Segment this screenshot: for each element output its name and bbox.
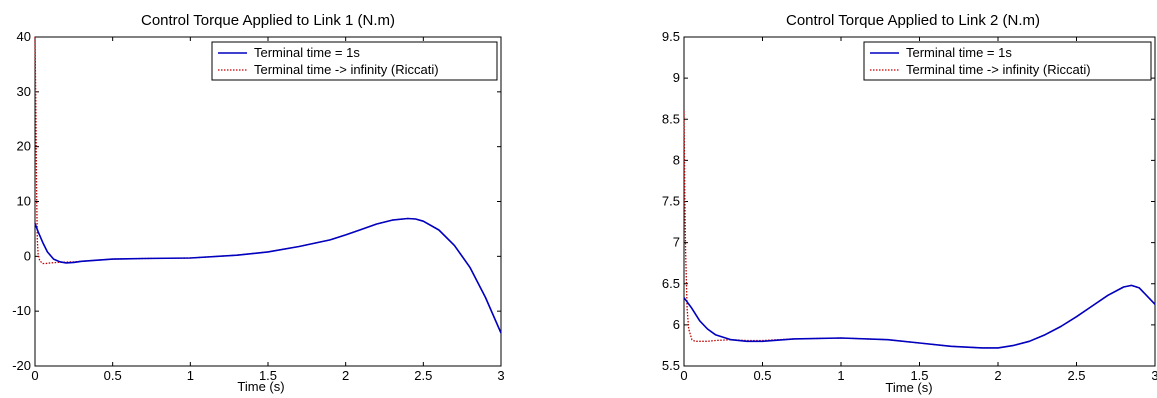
chart1-xtick-label: 0.5 (104, 368, 122, 383)
chart2-ytick-label: 8.5 (662, 111, 680, 126)
chart1-title: Control Torque Applied to Link 1 (N.m) (141, 12, 395, 29)
chart2-xlabel: Time (s) (885, 380, 932, 395)
chart1-xlabel: Time (s) (237, 379, 284, 394)
chart1-ytick-label: -10 (12, 303, 31, 318)
chart1-ytick-label: 40 (17, 29, 31, 44)
chart2-series (683, 110, 1156, 349)
chart2-ytick-label: 8 (673, 152, 680, 167)
chart2-ytick-label: 6.5 (662, 276, 680, 291)
chart2-ytick-label: 7.5 (662, 194, 680, 209)
chart2-xtick-label: 2 (994, 368, 1001, 383)
chart1-xtick-label: 1.5 (259, 368, 277, 383)
chart2-axis-ticks: 0 0.5 1 1.5 2 2.5 3 5.5 6 6.5 7 7.5 8 8.5 9 9.5 (662, 29, 1157, 383)
chart1-xtick-label: 2.5 (414, 368, 432, 383)
chart2-xtick-label: 0.5 (753, 368, 771, 383)
chart1-ytick-label: 10 (17, 194, 31, 209)
chart2-ytick-label: 9.5 (662, 29, 680, 44)
chart1-xtick-label: 0 (31, 368, 38, 383)
chart1-series-line-terminal-time-1s (34, 217, 502, 334)
chart2-series-line-terminal-time-1s (683, 284, 1156, 349)
chart1-legend-box (211, 41, 498, 81)
chart1-legend: Terminal time = 1s Terminal time -> infi… (211, 41, 498, 81)
chart2-legend-box (863, 41, 1152, 81)
chart1-series (34, 36, 502, 334)
chart1-plot-area (34, 36, 502, 367)
chart2-plot-area (683, 36, 1156, 367)
chart1-ytick-label: 30 (17, 84, 31, 99)
chart2-xtick-label: 3 (1151, 368, 1157, 383)
chart-link2: Control Torque Applied to Link 2 (N.m) 0… (662, 12, 1157, 395)
chart1-ytick-label: 0 (24, 248, 31, 263)
chart1-legend-label-riccati: Terminal time -> infinity (Riccati) (254, 62, 439, 77)
chart2-legend-label-riccati: Terminal time -> infinity (Riccati) (906, 62, 1091, 77)
chart2-ytick-label: 7 (673, 235, 680, 250)
chart1-xtick-label: 1 (187, 368, 194, 383)
chart1-xtick-label: 2 (342, 368, 349, 383)
chart2-xtick-label: 2.5 (1067, 368, 1085, 383)
chart1-ytick-label: -20 (12, 358, 31, 373)
chart1-legend-label-tt1: Terminal time = 1s (254, 45, 360, 60)
chart2-ytick-label: 6 (673, 317, 680, 332)
chart2-ytick-label: 9 (673, 70, 680, 85)
chart2-xtick-label: 1.5 (910, 368, 928, 383)
chart1-axis-ticks: 0 0.5 1 1.5 2 2.5 3 -20 -10 0 10 20 30 40 (12, 29, 504, 383)
chart-link1: Control Torque Applied to Link 1 (N.m) 0… (12, 12, 504, 394)
chart2-xtick-label: 1 (837, 368, 844, 383)
chart1-xtick-label: 3 (497, 368, 504, 383)
chart2-legend: Terminal time = 1s Terminal time -> infi… (863, 41, 1152, 81)
chart1-ytick-label: 20 (17, 139, 31, 154)
chart2-xtick-label: 0 (680, 368, 687, 383)
chart2-title: Control Torque Applied to Link 2 (N.m) (786, 12, 1040, 29)
chart2-legend-label-tt1: Terminal time = 1s (906, 45, 1012, 60)
chart2-ytick-label: 5.5 (662, 358, 680, 373)
